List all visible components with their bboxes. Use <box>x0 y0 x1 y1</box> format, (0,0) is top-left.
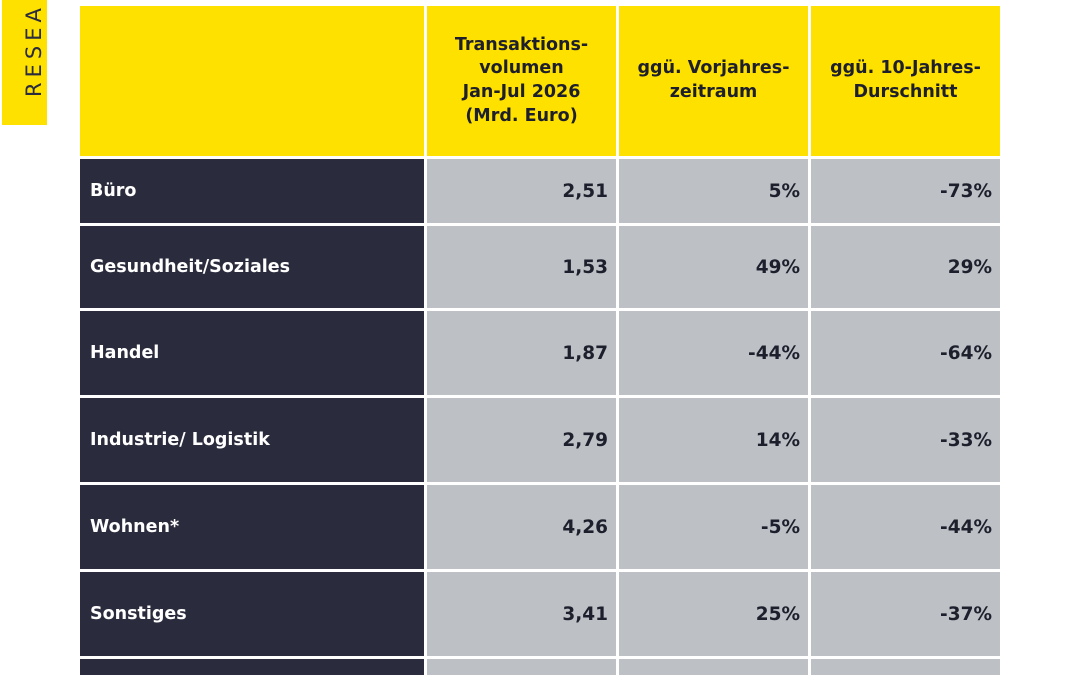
table-row: Industrie/ Logistik 2,79 14% -33% <box>80 398 1000 482</box>
table-row-partial <box>80 659 1000 675</box>
row-category: Wohnen* <box>80 485 424 569</box>
header-volume-line: Transaktions- <box>454 34 589 55</box>
row-ten-year: -73% <box>811 159 1000 223</box>
header-yoy: ggü. Vorjahres- zeitraum <box>619 6 808 156</box>
row-yoy: -44% <box>619 311 808 395</box>
header-volume-line: (Mrd. Euro) <box>465 105 578 126</box>
row-category: Handel <box>80 311 424 395</box>
transaction-volume-table: Transaktions- volumen Jan-Jul 2026 (Mrd.… <box>77 3 1003 675</box>
row-category: Gesundheit/Soziales <box>80 226 424 308</box>
header-ten-year-line: ggü. 10-Jahres- <box>830 58 981 79</box>
table-header-row: Transaktions- volumen Jan-Jul 2026 (Mrd.… <box>80 6 1000 156</box>
row-category: Büro <box>80 159 424 223</box>
table-row: Büro 2,51 5% -73% <box>80 159 1000 223</box>
research-side-tab-label: RESEA <box>22 3 46 97</box>
header-yoy-line: zeitraum <box>669 82 758 102</box>
row-yoy: 25% <box>619 572 808 656</box>
row-yoy: 49% <box>619 226 808 308</box>
table-row: Gesundheit/Soziales 1,53 49% 29% <box>80 226 1000 308</box>
row-category-empty <box>80 659 424 675</box>
header-volume-line: volumen <box>479 58 564 79</box>
row-volume: 1,87 <box>427 311 616 395</box>
row-yoy: 5% <box>619 159 808 223</box>
table-row: Wohnen* 4,26 -5% -44% <box>80 485 1000 569</box>
row-category: Sonstiges <box>80 572 424 656</box>
table-row: Sonstiges 3,41 25% -37% <box>80 572 1000 656</box>
row-volume: 2,79 <box>427 398 616 482</box>
header-ten-year: ggü. 10-Jahres- Durschnitt <box>811 6 1000 156</box>
header-ten-year-line: Durschnitt <box>853 82 958 102</box>
table-row: Handel 1,87 -44% -64% <box>80 311 1000 395</box>
row-volume: 3,41 <box>427 572 616 656</box>
row-yoy: 14% <box>619 398 808 482</box>
row-volume: 4,26 <box>427 485 616 569</box>
row-ten-year: -37% <box>811 572 1000 656</box>
header-volume-line: Jan-Jul 2026 <box>462 82 581 102</box>
row-category: Industrie/ Logistik <box>80 398 424 482</box>
header-volume: Transaktions- volumen Jan-Jul 2026 (Mrd.… <box>427 6 616 156</box>
header-category <box>80 6 424 156</box>
row-ten-year: -33% <box>811 398 1000 482</box>
row-volume-empty <box>427 659 616 675</box>
header-yoy-line: ggü. Vorjahres- <box>637 58 790 79</box>
row-ten-year-empty <box>811 659 1000 675</box>
row-yoy: -5% <box>619 485 808 569</box>
row-volume: 1,53 <box>427 226 616 308</box>
row-ten-year: 29% <box>811 226 1000 308</box>
row-ten-year: -44% <box>811 485 1000 569</box>
row-ten-year: -64% <box>811 311 1000 395</box>
row-volume: 2,51 <box>427 159 616 223</box>
research-side-tab: RESEA <box>2 0 47 125</box>
row-yoy-empty <box>619 659 808 675</box>
